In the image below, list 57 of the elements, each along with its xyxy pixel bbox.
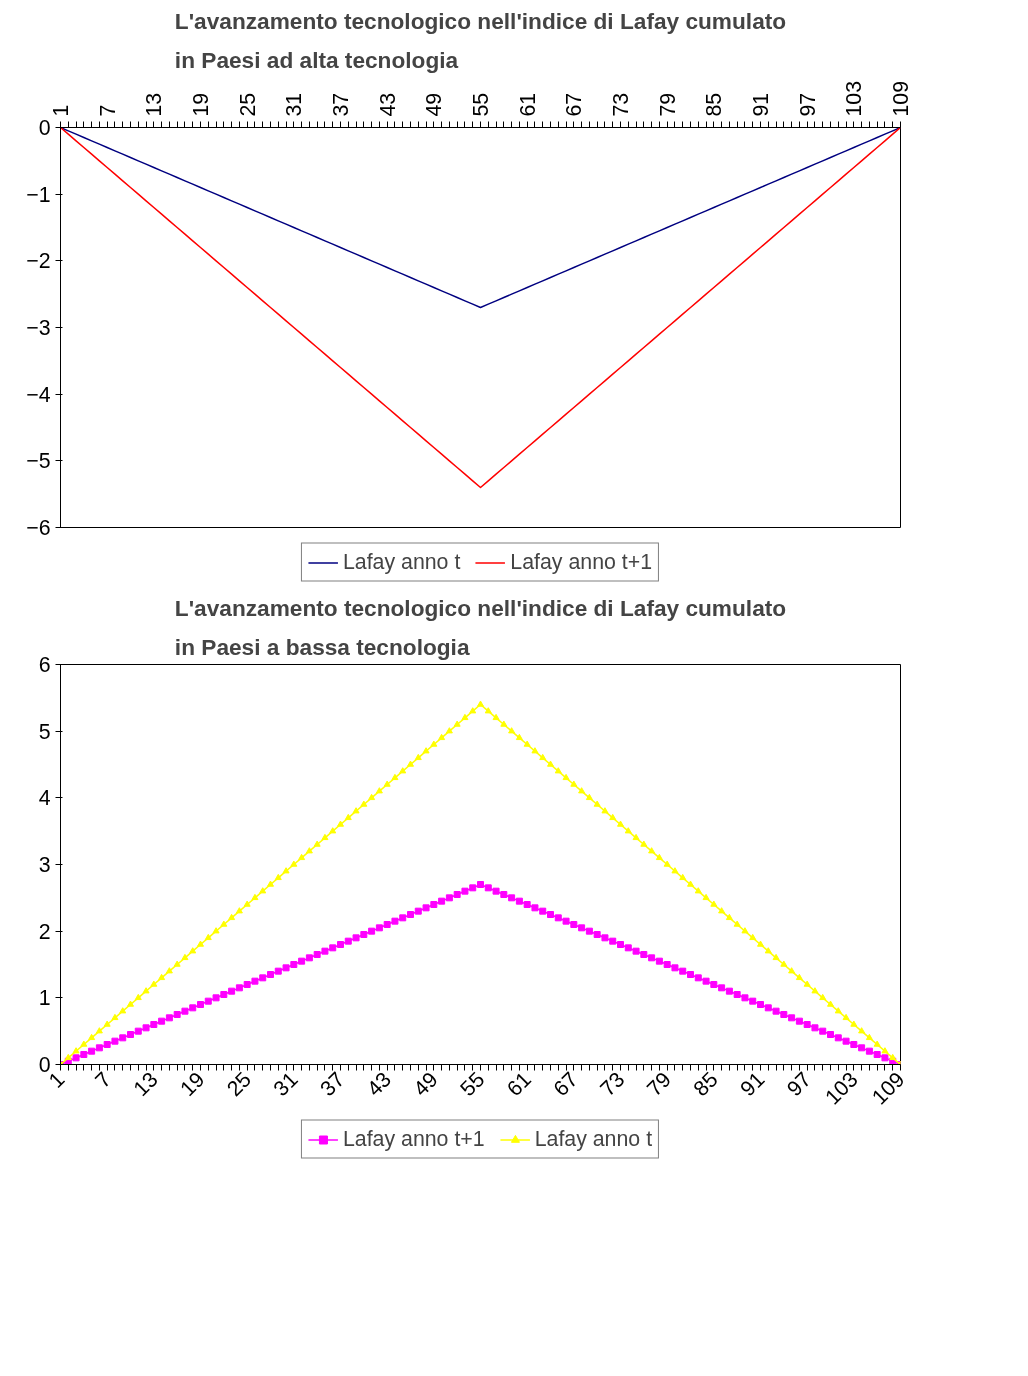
x-tick-label: 43	[375, 92, 400, 117]
legend-label: Lafay anno t	[534, 1126, 653, 1152]
x-tick-label: 103	[820, 1067, 863, 1110]
legend-label: Lafay anno t+1	[510, 549, 653, 575]
x-tick-label: 55	[455, 1067, 490, 1102]
y-tick-label: 2	[38, 919, 51, 944]
x-tick-label: 91	[735, 1067, 770, 1102]
chart-title: L'avanzamento tecnologico nell'indice di Lafay cumulato in Paesi ad alta tecnologia	[174, 7, 787, 73]
chart-title: L'avanzamento tecnologico nell'indice di Lafay cumulato in Paesi a bassa tecnologia	[174, 594, 787, 660]
x-tick-label: 43	[362, 1067, 397, 1102]
x-tick-label: 79	[642, 1067, 677, 1102]
y-tick-label: −4	[26, 382, 51, 407]
x-tick-label: 67	[548, 1067, 583, 1102]
x-tick-label: 109	[889, 80, 913, 117]
x-tick-label: 67	[562, 92, 587, 117]
x-tick-label: 91	[749, 92, 773, 117]
x-tick-label: 25	[222, 1067, 257, 1102]
y-tick-label: 3	[38, 853, 51, 877]
y-tick-label: 0	[38, 1053, 51, 1077]
x-tick-label: 73	[609, 92, 633, 117]
y-tick-label: 6	[38, 653, 51, 677]
x-tick-label: 73	[595, 1067, 630, 1102]
x-tick-label: 49	[408, 1067, 443, 1102]
y-tick-label: −2	[26, 249, 51, 274]
x-tick-label: 37	[329, 92, 353, 117]
x-tick-label: 31	[268, 1067, 303, 1102]
x-tick-label: 19	[189, 92, 213, 117]
x-tick-label: 37	[315, 1067, 350, 1102]
x-tick-label: 55	[469, 92, 493, 117]
x-tick-label: 7	[90, 1067, 117, 1093]
x-tick-label: 61	[502, 1067, 537, 1102]
x-tick-label: 97	[782, 1067, 817, 1102]
x-tick-label: 85	[702, 92, 727, 117]
x-tick-label: 19	[175, 1067, 210, 1102]
y-tick-label: 0	[38, 116, 51, 140]
x-tick-label: 103	[842, 80, 867, 117]
y-tick-label: −1	[26, 182, 51, 207]
x-tick-label: 1	[49, 104, 73, 117]
y-tick-label: 5	[38, 719, 51, 744]
x-tick-label: 85	[688, 1067, 723, 1102]
x-tick-label: 13	[128, 1067, 163, 1102]
x-tick-label: 31	[282, 92, 307, 117]
x-tick-label: 25	[235, 92, 260, 117]
x-tick-label: 7	[95, 104, 120, 117]
y-tick-label: −6	[26, 516, 51, 540]
y-tick-label: 4	[38, 786, 51, 811]
x-tick-label: 79	[655, 92, 680, 117]
x-tick-label: 109	[867, 1067, 910, 1110]
x-tick-label: 49	[422, 92, 447, 117]
y-tick-label: 1	[38, 986, 51, 1011]
legend-label: Lafay anno t	[342, 549, 461, 575]
x-tick-label: 61	[515, 92, 540, 117]
legend-label: Lafay anno t+1	[342, 1126, 485, 1152]
y-tick-label: −5	[26, 449, 51, 474]
y-tick-label: −3	[26, 316, 51, 340]
x-tick-label: 13	[142, 92, 167, 117]
x-tick-label: 97	[795, 92, 820, 117]
